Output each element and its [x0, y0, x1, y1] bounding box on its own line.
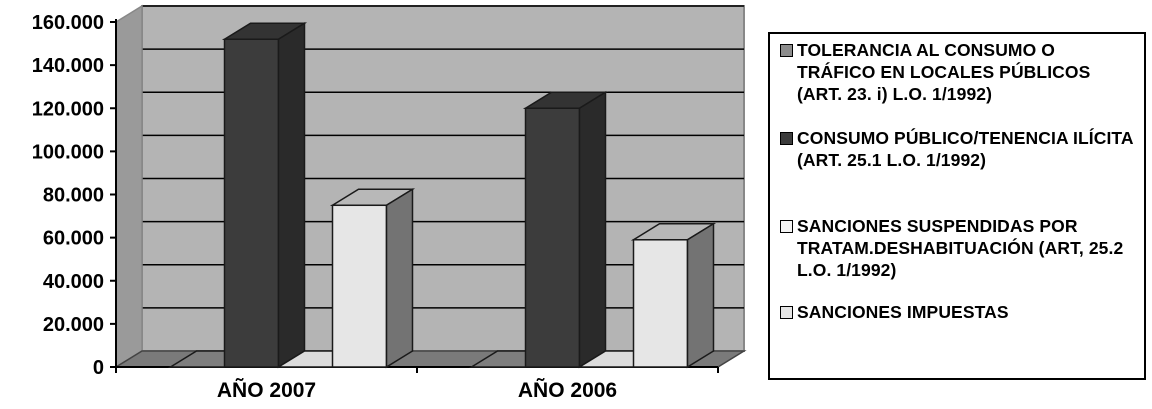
- y-tick-label: 0: [93, 357, 104, 379]
- legend-item-sanciones-impuestas: SANCIONES IMPUESTAS: [780, 301, 1138, 323]
- legend-swatch: [780, 132, 793, 145]
- legend-label: CONSUMO PÚBLICO/TENENCIA ILÍCITA (ART. 2…: [797, 128, 1134, 170]
- legend-item-tolerancia: TOLERANCIA AL CONSUMO O TRÁFICO EN LOCAL…: [780, 39, 1138, 105]
- bar-chart: 0 20.000 40.000 60.000 80.000 100.000 120.000 1…: [32, 4, 747, 402]
- bar-2-2006: [522, 90, 609, 369]
- y-tick-label: 60.000: [43, 228, 104, 250]
- chart-side-wall: [115, 4, 143, 369]
- bar-4-2007: [329, 187, 416, 369]
- x-category-label: AÑO 2007: [217, 379, 316, 402]
- bar-4-2006: [630, 222, 717, 369]
- y-tick-label: 100.000: [32, 141, 104, 163]
- legend-swatch: [780, 220, 793, 233]
- y-tick-label: 120.000: [32, 98, 104, 120]
- legend-label: TOLERANCIA AL CONSUMO O TRÁFICO EN LOCAL…: [797, 40, 1091, 104]
- chart-legend: TOLERANCIA AL CONSUMO O TRÁFICO EN LOCAL…: [768, 32, 1146, 380]
- legend-swatch: [780, 306, 793, 319]
- legend-swatch: [780, 44, 793, 57]
- y-tick-label: 20.000: [43, 314, 104, 336]
- legend-item-sanciones-suspendidas: SANCIONES SUSPENDIDAS POR TRATAM.DESHABI…: [780, 215, 1138, 281]
- y-tick-label: 140.000: [32, 55, 104, 77]
- legend-label: SANCIONES IMPUESTAS: [797, 302, 1009, 322]
- y-tick-label: 40.000: [43, 271, 104, 293]
- y-tick-label: 160.000: [32, 12, 104, 34]
- legend-item-consumo-publico: CONSUMO PÚBLICO/TENENCIA ILÍCITA (ART. 2…: [780, 127, 1138, 171]
- y-tick-label: 80.000: [43, 185, 104, 207]
- bar-2-2007: [221, 21, 308, 369]
- legend-label: SANCIONES SUSPENDIDAS POR TRATAM.DESHABI…: [797, 216, 1124, 280]
- x-category-label: AÑO 2006: [518, 379, 617, 402]
